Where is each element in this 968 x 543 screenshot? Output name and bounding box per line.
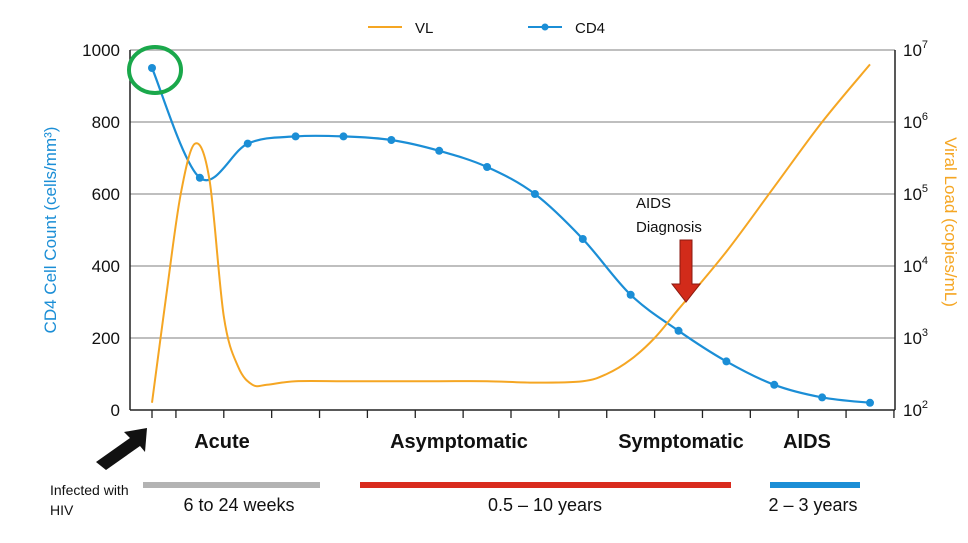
right-y-axis-tick-labels: 102 103 104 105 106 107 [903, 39, 928, 420]
right-tick-label-1e3: 103 [903, 327, 928, 348]
cd4-point-15 [866, 398, 874, 407]
data-series [148, 63, 874, 407]
legend-cd4-marker [541, 23, 549, 31]
right-y-axis-title: Viral Load (copies/mL) [941, 137, 960, 307]
right-tick-label-1e5: 105 [903, 183, 928, 204]
cd4-point-12 [722, 357, 731, 366]
cd4-point-10 [626, 290, 635, 299]
highlight-circle [127, 45, 183, 95]
cd4-point-2 [243, 139, 252, 148]
cd4-point-3 [291, 132, 300, 141]
duration-bar-acute [143, 482, 320, 488]
series-line-cd4 [150, 67, 871, 404]
x-axis-ticks [151, 410, 895, 418]
duration-acute-label: 6 to 24 weeks [183, 495, 294, 515]
cd4-point-0 [148, 64, 156, 72]
legend-cd4-label: CD4 [575, 20, 605, 37]
cd4-point-6 [435, 146, 444, 155]
left-tick-label-800: 800 [92, 113, 120, 132]
cd4-point-11 [674, 326, 683, 335]
phase-aids-label: AIDS [783, 431, 831, 453]
right-tick-label-1e7: 107 [903, 39, 928, 60]
phase-symptomatic-label: Symptomatic [618, 431, 744, 453]
cd4-point-13 [770, 380, 779, 389]
right-tick-label-1e4: 104 [903, 255, 928, 276]
infection-arrow-icon [96, 428, 147, 470]
cd4-point-5 [387, 136, 396, 144]
right-tick-label-1e2: 102 [903, 399, 928, 420]
duration-bar-aids [770, 482, 860, 488]
phase-acute-label: Acute [194, 431, 250, 453]
duration-asymptomatic-label: 0.5 – 10 years [488, 495, 602, 515]
down-arrow-icon [670, 239, 702, 303]
aids-diagnosis-annotation: AIDS Diagnosis [636, 195, 702, 303]
legend-vl-label: VL [415, 20, 433, 37]
cd4-point-4 [339, 132, 348, 141]
duration-bar-asymptomatic [360, 482, 731, 488]
cd4-point-1 [195, 173, 204, 182]
series-line-vl [151, 63, 871, 403]
right-tick-label-1e6: 106 [903, 111, 928, 132]
annotation-line-1: AIDS [636, 195, 671, 212]
annotation-line-2: Diagnosis [636, 219, 702, 236]
infected-note-line-1: Infected with [50, 482, 129, 498]
phase-asymptomatic-label: Asymptomatic [390, 431, 528, 453]
cd4-point-9 [578, 235, 587, 243]
legend: VL CD4 [368, 20, 605, 37]
infected-note-line-2: HIV [50, 502, 74, 518]
cd4-point-8 [530, 190, 539, 198]
left-tick-label-1000: 1000 [82, 41, 120, 60]
left-y-axis-title: CD4 Cell Count (cells/mm³) [41, 127, 60, 334]
duration-aids-label: 2 – 3 years [768, 495, 857, 515]
left-tick-label-200: 200 [92, 329, 120, 348]
cd4-point-7 [483, 163, 492, 171]
cd4-point-14 [818, 393, 827, 402]
left-tick-label-600: 600 [92, 185, 120, 204]
left-y-axis-tick-labels: 0 200 400 600 800 1000 [82, 41, 120, 420]
left-tick-label-400: 400 [92, 257, 120, 276]
gridlines [130, 49, 895, 339]
left-tick-label-0: 0 [111, 401, 120, 420]
